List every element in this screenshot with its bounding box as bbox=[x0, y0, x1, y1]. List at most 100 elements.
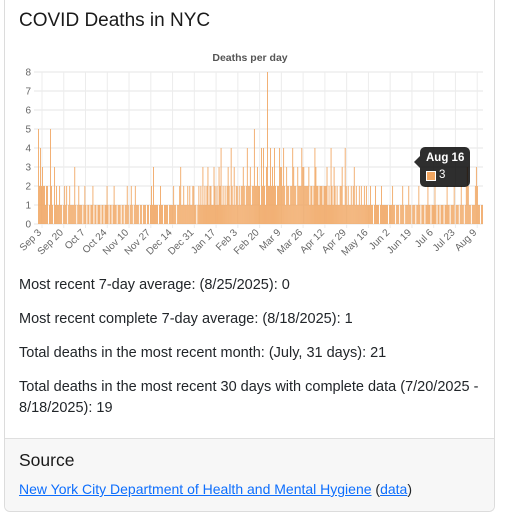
chart-bar[interactable] bbox=[457, 205, 459, 224]
chart-bar[interactable] bbox=[450, 205, 452, 224]
chart-bar[interactable] bbox=[280, 167, 282, 224]
chart-bar[interactable] bbox=[333, 167, 335, 224]
chart-bar[interactable] bbox=[64, 186, 66, 224]
chart-bar[interactable] bbox=[54, 167, 56, 224]
chart-bar[interactable] bbox=[247, 186, 249, 224]
chart-bar[interactable] bbox=[253, 129, 255, 224]
chart-bar[interactable] bbox=[461, 205, 463, 224]
chart-bar[interactable] bbox=[431, 205, 433, 224]
chart-bar[interactable] bbox=[440, 205, 442, 224]
chart-bar[interactable] bbox=[124, 205, 126, 224]
chart-bar[interactable] bbox=[60, 205, 62, 224]
chart-bar[interactable] bbox=[347, 186, 349, 224]
chart-bar[interactable] bbox=[57, 205, 59, 224]
chart-bar[interactable] bbox=[432, 205, 434, 224]
chart-bar[interactable] bbox=[336, 186, 338, 224]
chart-bar[interactable] bbox=[63, 205, 65, 224]
chart-bar[interactable] bbox=[52, 205, 53, 224]
chart-bar[interactable] bbox=[78, 186, 80, 224]
chart-bar[interactable] bbox=[51, 186, 52, 224]
chart-bar[interactable] bbox=[248, 186, 250, 224]
chart-bar[interactable] bbox=[438, 205, 440, 224]
chart-bar[interactable] bbox=[349, 205, 351, 224]
chart-bar[interactable] bbox=[307, 186, 309, 224]
chart-bar[interactable] bbox=[298, 186, 300, 224]
chart-bar[interactable] bbox=[292, 148, 294, 224]
chart-bar[interactable] bbox=[190, 205, 192, 224]
chart-bar[interactable] bbox=[348, 205, 350, 224]
chart-bar[interactable] bbox=[203, 205, 205, 224]
chart-bar[interactable] bbox=[150, 205, 151, 224]
chart-bar[interactable] bbox=[291, 186, 293, 224]
chart-bar[interactable] bbox=[455, 205, 457, 224]
chart-bar[interactable] bbox=[179, 186, 181, 224]
chart-bar[interactable] bbox=[201, 205, 203, 224]
chart-bar[interactable] bbox=[323, 186, 325, 224]
chart-bar[interactable] bbox=[441, 205, 443, 224]
chart-bar[interactable] bbox=[366, 205, 368, 224]
chart-bar[interactable] bbox=[401, 205, 403, 224]
chart-bar[interactable] bbox=[197, 205, 199, 224]
chart-bar[interactable] bbox=[279, 148, 281, 224]
chart-bar[interactable] bbox=[326, 167, 328, 224]
chart-bar[interactable] bbox=[169, 205, 171, 224]
chart-bar[interactable] bbox=[77, 205, 79, 224]
chart-bar[interactable] bbox=[109, 205, 111, 224]
chart-bar[interactable] bbox=[72, 205, 74, 224]
chart-bar[interactable] bbox=[302, 167, 304, 224]
chart-bar[interactable] bbox=[113, 186, 115, 224]
chart-bar[interactable] bbox=[56, 186, 58, 224]
chart-bar[interactable] bbox=[288, 186, 290, 224]
chart-bar[interactable] bbox=[281, 167, 283, 224]
chart-bar[interactable] bbox=[309, 205, 311, 224]
chart-bar[interactable] bbox=[181, 205, 183, 224]
chart-bar[interactable] bbox=[217, 205, 219, 224]
chart-bar[interactable] bbox=[238, 186, 240, 224]
chart-bar[interactable] bbox=[442, 205, 444, 224]
deaths-chart[interactable]: Deaths per day 0 1 2 3 4 5 6 7 8 Sep 3 Sep 20 Oct … bbox=[5, 46, 496, 276]
chart-bar[interactable] bbox=[412, 205, 414, 224]
chart-bar[interactable] bbox=[161, 205, 162, 224]
chart-bar[interactable] bbox=[332, 205, 334, 224]
chart-bar[interactable] bbox=[422, 205, 424, 224]
chart-bar[interactable] bbox=[377, 205, 378, 224]
chart-bar[interactable] bbox=[343, 205, 345, 224]
chart-bar[interactable] bbox=[295, 186, 297, 224]
chart-bar[interactable] bbox=[252, 186, 254, 224]
chart-bar[interactable] bbox=[274, 148, 275, 224]
chart-bar[interactable] bbox=[206, 186, 208, 224]
chart-bar[interactable] bbox=[183, 186, 185, 224]
chart-bar[interactable] bbox=[303, 167, 305, 224]
chart-bar[interactable] bbox=[329, 205, 331, 224]
chart-bar[interactable] bbox=[171, 205, 173, 224]
chart-bar[interactable] bbox=[382, 205, 383, 224]
chart-bar[interactable] bbox=[428, 205, 430, 224]
chart-bar[interactable] bbox=[231, 186, 233, 224]
chart-bar[interactable] bbox=[310, 186, 312, 224]
chart-bar[interactable] bbox=[135, 205, 137, 224]
chart-bar[interactable] bbox=[383, 205, 384, 224]
chart-bar[interactable] bbox=[66, 186, 68, 224]
chart-bar[interactable] bbox=[364, 205, 366, 224]
chart-bar[interactable] bbox=[140, 205, 142, 224]
chart-bar[interactable] bbox=[381, 186, 382, 224]
chart-bar[interactable] bbox=[284, 186, 286, 224]
chart-bar[interactable] bbox=[191, 205, 193, 224]
chart-bar[interactable] bbox=[472, 205, 474, 224]
chart-bar[interactable] bbox=[301, 148, 303, 224]
chart-bar[interactable] bbox=[465, 186, 467, 224]
chart-bar[interactable] bbox=[131, 205, 133, 224]
chart-bar[interactable] bbox=[466, 167, 468, 224]
chart-bar[interactable] bbox=[417, 205, 419, 224]
chart-bar[interactable] bbox=[223, 205, 225, 224]
chart-bar[interactable] bbox=[173, 186, 175, 224]
chart-bar[interactable] bbox=[216, 186, 218, 224]
chart-bar[interactable] bbox=[270, 148, 271, 224]
chart-bar[interactable] bbox=[322, 205, 324, 224]
chart-bar[interactable] bbox=[277, 186, 279, 224]
chart-bar[interactable] bbox=[184, 205, 186, 224]
chart-bar[interactable] bbox=[308, 167, 310, 224]
chart-bar[interactable] bbox=[389, 205, 391, 224]
chart-bar[interactable] bbox=[104, 205, 106, 224]
